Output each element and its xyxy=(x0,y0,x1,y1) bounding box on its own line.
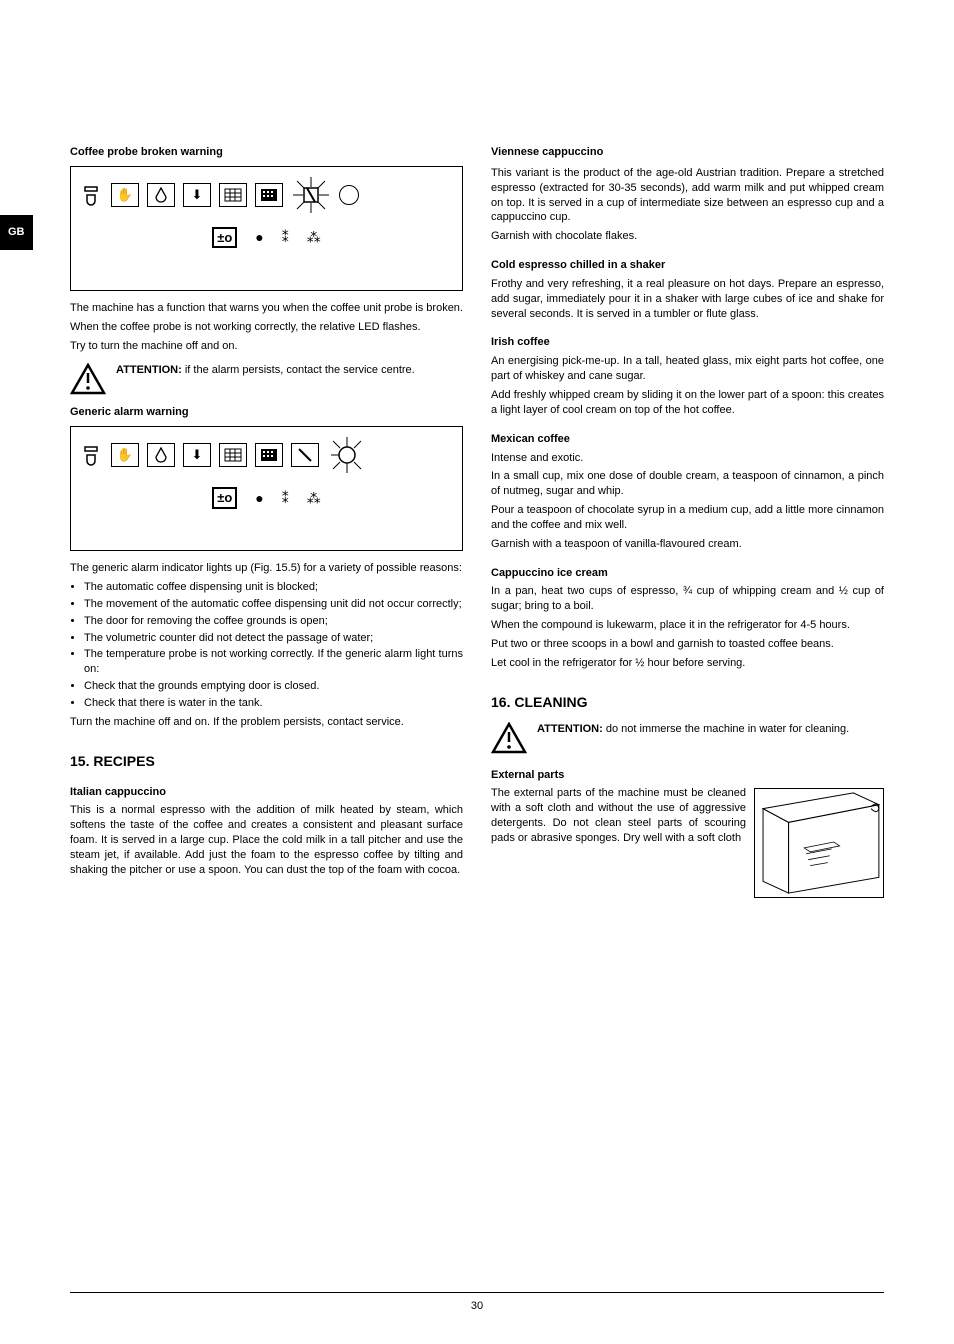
diag-icon xyxy=(291,443,319,467)
cup-icon xyxy=(79,183,103,207)
steam2-icon: ⁂ xyxy=(307,489,321,508)
generic-b7: Check that there is water in the tank. xyxy=(84,696,463,711)
steam1-icon: ⁑ xyxy=(282,489,289,508)
cappice-b2: When the compound is lukewarm, place it … xyxy=(491,618,884,633)
attention1-text: if the alarm persists, contact the servi… xyxy=(185,364,415,376)
recipes-heading: 15. RECIPES xyxy=(70,752,463,771)
page-number: 30 xyxy=(471,1300,483,1312)
cappice-heading: Cappuccino ice cream xyxy=(491,566,884,581)
bean-icon: ● xyxy=(255,489,263,508)
bean-icon: ● xyxy=(255,228,263,247)
generic-alarm-heading: Generic alarm warning xyxy=(70,405,463,420)
mexican-heading: Mexican coffee xyxy=(491,432,884,447)
attention-block-1: ATTENTION: if the alarm persists, contac… xyxy=(70,363,463,395)
viennese-body: This variant is the product of the age-o… xyxy=(491,166,884,225)
generic-p1: The generic alarm indicator lights up (F… xyxy=(70,561,463,576)
generic-b1: The automatic coffee dispensing unit is … xyxy=(84,580,463,595)
cappice-b3: Put two or three scoops in a bowl and ga… xyxy=(491,637,884,652)
generic-b5: The temperature probe is not working cor… xyxy=(84,647,463,677)
viennese-body2: Garnish with chocolate flakes. xyxy=(491,229,884,244)
coffee-probe-p1: The machine has a function that warns yo… xyxy=(70,301,463,316)
italian-body: This is a normal espresso with the addit… xyxy=(70,803,463,877)
highlight-star-icon xyxy=(291,175,331,215)
grid2-icon xyxy=(255,183,283,207)
viennese-heading: Viennese cappuccino xyxy=(491,145,884,160)
content-columns: Coffee probe broken warning ✋ ⬇ ±o ● ⁑ ⁂… xyxy=(70,145,884,898)
language-tab: GB xyxy=(0,215,33,250)
generic-b4: The volumetric counter did not detect th… xyxy=(84,631,463,646)
mexican-b2: In a small cup, mix one dose of double c… xyxy=(491,469,884,499)
steam2-icon: ⁂ xyxy=(307,228,321,247)
external-heading: External parts xyxy=(491,768,884,783)
mexican-b3: Pour a teaspoon of chocolate syrup in a … xyxy=(491,503,884,533)
highlight-star-icon xyxy=(327,435,367,475)
irish-b2: Add freshly whipped cream by sliding it … xyxy=(491,388,884,418)
cup-icon xyxy=(79,443,103,467)
drop-icon: ⬇ xyxy=(183,443,211,467)
coffee-probe-p3: Try to turn the machine off and on. xyxy=(70,339,463,354)
grid2-icon xyxy=(255,443,283,467)
circle-icon xyxy=(339,185,359,205)
generic-alarm-diagram: ✋ ⬇ ±o ● ⁑ ⁂ xyxy=(70,426,463,551)
irish-b1: An energising pick-me-up. In a tall, hea… xyxy=(491,354,884,384)
generic-b2: The movement of the automatic coffee dis… xyxy=(84,597,463,612)
coffee-probe-p2: When the coffee probe is not working cor… xyxy=(70,320,463,335)
coffee-probe-diagram: ✋ ⬇ ±o ● ⁑ ⁂ xyxy=(70,166,463,291)
steam1-icon: ⁑ xyxy=(282,228,289,247)
grid1-icon xyxy=(219,443,247,467)
cold-heading: Cold espresso chilled in a shaker xyxy=(491,258,884,273)
left-column: Coffee probe broken warning ✋ ⬇ ±o ● ⁑ ⁂… xyxy=(70,145,463,898)
external-parts-figure xyxy=(754,788,884,898)
irish-heading: Irish coffee xyxy=(491,335,884,350)
generic-p2: Turn the machine off and on. If the prob… xyxy=(70,715,463,730)
water-icon xyxy=(147,183,175,207)
italian-heading: Italian cappuccino xyxy=(70,785,463,800)
plusminus-icon: ±o xyxy=(212,227,237,249)
grid1-icon xyxy=(219,183,247,207)
generic-list: The automatic coffee dispensing unit is … xyxy=(70,580,463,711)
hands-icon: ✋ xyxy=(111,183,139,207)
generic-b3: The door for removing the coffee grounds… xyxy=(84,614,463,629)
drop-icon: ⬇ xyxy=(183,183,211,207)
warning-icon xyxy=(491,722,527,754)
cleaning-heading: 16. CLEANING xyxy=(491,693,884,712)
cappice-b4: Let cool in the refrigerator for ½ hour … xyxy=(491,656,884,671)
attention2-text: do not immerse the machine in water for … xyxy=(606,723,849,735)
mexican-b4: Garnish with a teaspoon of vanilla-flavo… xyxy=(491,537,884,552)
warning-icon xyxy=(70,363,106,395)
plusminus-icon: ±o xyxy=(212,487,237,509)
right-column: Viennese cappuccino This variant is the … xyxy=(491,145,884,898)
cappice-b1: In a pan, heat two cups of espresso, ¾ c… xyxy=(491,584,884,614)
attention-block-2: ATTENTION: do not immerse the machine in… xyxy=(491,722,884,754)
page-footer: 30 xyxy=(70,1292,884,1314)
cold-body: Frothy and very refreshing, it a real pl… xyxy=(491,277,884,322)
mexican-b1: Intense and exotic. xyxy=(491,451,884,466)
coffee-probe-heading: Coffee probe broken warning xyxy=(70,145,463,160)
generic-b6: Check that the grounds emptying door is … xyxy=(84,679,463,694)
water-icon xyxy=(147,443,175,467)
hands-icon: ✋ xyxy=(111,443,139,467)
